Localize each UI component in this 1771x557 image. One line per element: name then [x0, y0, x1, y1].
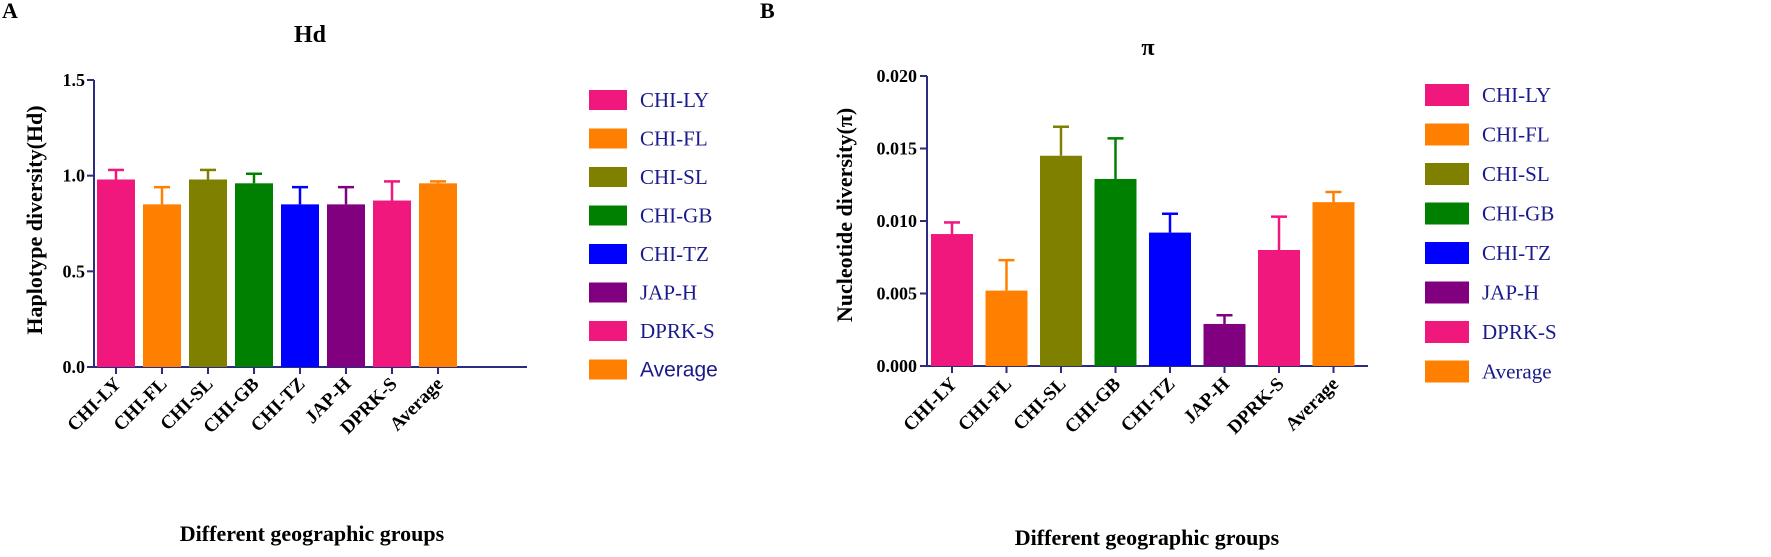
y-axis-label-a: Haplotype diversity(Hd) [22, 105, 47, 334]
x-tick-label: CHI-LY [899, 373, 961, 435]
legend-swatch [1425, 242, 1469, 264]
bar-chi-sl [189, 179, 227, 367]
x-tick-label: CHI-SL [1009, 374, 1070, 435]
legend-a: CHI-LY CHI-FL CHI-SL CHI-GB CHI-TZ JAP-H DPRK-… [589, 88, 718, 382]
bar-chi-fl [985, 290, 1028, 366]
legend-label: CHI-GB [1482, 202, 1554, 226]
panel-a: A Hd Haplotype diversity(Hd) Different g… [2, 0, 718, 546]
y-tick-label: 0.0 [63, 357, 86, 377]
legend-swatch [589, 244, 627, 264]
x-tick-label: Average [1281, 374, 1343, 436]
y-tick-label: 1.5 [63, 70, 86, 90]
legend-label: DPRK-S [1482, 320, 1557, 344]
y-tick-label: 0.020 [877, 66, 918, 86]
chart-title-a: Hd [294, 22, 327, 48]
legend-label: CHI-LY [1482, 83, 1551, 107]
bar-chi-gb [235, 183, 273, 367]
panel-b: B π Nucleotide diversity(π) Different ge… [760, 0, 1557, 550]
legend-label: CHI-GB [640, 204, 712, 228]
legend-swatch [1425, 360, 1469, 383]
legend-label: CHI-LY [640, 88, 709, 112]
y-tick-label: 0.5 [63, 261, 86, 281]
bar-chi-gb [1094, 178, 1137, 366]
bar-chi-sl [1040, 155, 1082, 366]
panel-letter-a: A [2, 0, 18, 23]
legend-label: JAP-H [1482, 281, 1539, 305]
y-axis-label-b: Nucleotide diversity(π) [832, 108, 857, 322]
legend-swatch [1425, 163, 1469, 185]
bar-jap-h [1203, 323, 1246, 366]
x-tick-label: CHI-GB [1061, 373, 1125, 437]
x-tick-label: CHI-FL [954, 374, 1016, 436]
legend-swatch [589, 167, 627, 187]
legend-swatch [1425, 281, 1469, 304]
y-tick-label: 0.005 [877, 284, 918, 304]
bar-dprk-s [373, 200, 411, 367]
legend-label: CHI-SL [640, 165, 708, 189]
legend-label: Average [1482, 360, 1552, 384]
legend-label: CHI-TZ [640, 242, 709, 266]
legend-label: CHI-SL [1482, 162, 1550, 186]
legend-swatch [1425, 84, 1469, 106]
legend-label: CHI-FL [640, 127, 708, 151]
y-tick-label: 1.0 [63, 166, 86, 186]
legend-label: Average [640, 359, 718, 382]
x-axis-label-a: Different geographic groups [180, 521, 445, 546]
legend-swatch [589, 205, 627, 226]
legend-label: DPRK-S [640, 319, 715, 343]
legend-swatch [1425, 123, 1469, 146]
legend-label: CHI-TZ [1482, 241, 1551, 265]
x-axis-label-b: Different geographic groups [1015, 525, 1280, 550]
bar-chi-ly [931, 234, 973, 366]
x-tick-label: DPRK-S [1224, 374, 1289, 439]
plot-area-b: 0.0000.0050.0100.0150.020CHI-LYCHI-FLCHI… [877, 66, 1368, 439]
panel-letter-b: B [760, 0, 775, 23]
plot-area-a: 0.00.51.01.5CHI-LYCHI-FLCHI-SLCHI-GBCHI-… [63, 70, 527, 439]
legend-swatch [589, 321, 627, 341]
legend-swatch [589, 282, 627, 303]
legend-label: JAP-H [640, 281, 697, 305]
bar-chi-ly [97, 179, 135, 367]
chart-title-b: π [1141, 35, 1154, 61]
bar-chi-fl [143, 204, 181, 367]
bar-chi-tz [281, 204, 319, 367]
legend-swatch [1425, 202, 1469, 225]
bar-average [1312, 202, 1355, 366]
bar-dprk-s [1258, 250, 1300, 366]
legend-b: CHI-LY CHI-FL CHI-SL CHI-GB CHI-TZ JAP-H DPRK-… [1425, 83, 1557, 384]
y-tick-label: 0.000 [877, 356, 918, 376]
legend-swatch [1425, 321, 1469, 343]
y-tick-label: 0.010 [877, 211, 918, 231]
x-tick-label: CHI-TZ [1117, 374, 1180, 437]
legend-swatch [589, 128, 627, 149]
bar-average [419, 183, 457, 367]
x-tick-label: JAP-H [1180, 374, 1235, 429]
legend-label: CHI-FL [1482, 123, 1550, 147]
y-tick-label: 0.015 [877, 139, 918, 159]
legend-swatch [589, 359, 627, 380]
bar-chi-tz [1149, 232, 1191, 366]
legend-swatch [589, 90, 627, 110]
bar-jap-h [327, 204, 365, 367]
